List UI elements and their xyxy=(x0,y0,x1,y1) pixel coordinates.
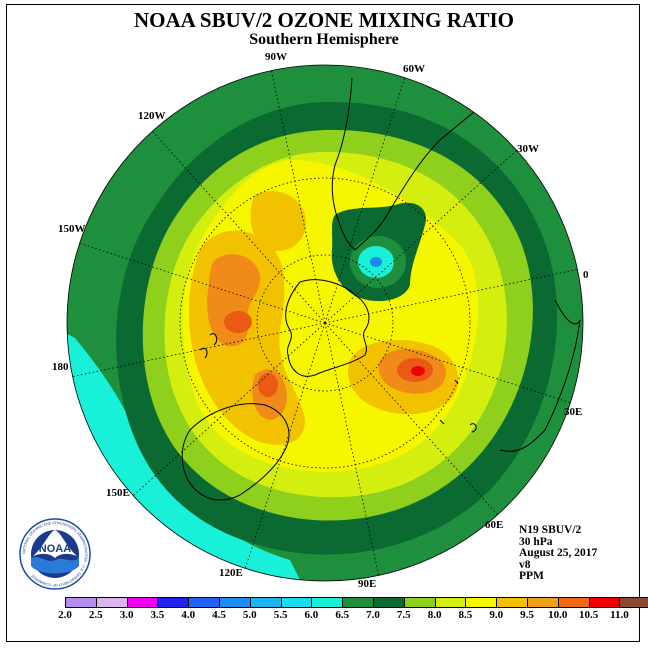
colorbar-swatch xyxy=(620,598,648,607)
colorbar-tick-label: 3.0 xyxy=(119,609,134,621)
colorbar-swatch xyxy=(527,598,559,607)
colorbar-swatch xyxy=(250,598,282,607)
colorbar-tick-label: 3.5 xyxy=(150,609,165,621)
info-satellite: N19 SBUV/2 xyxy=(519,524,582,536)
colorbar-tick-label: 2.5 xyxy=(88,609,103,621)
colorbar-tick-label: 10.5 xyxy=(578,609,599,621)
colorbar-tick-label: 11.0 xyxy=(610,609,629,621)
lon-label-60e: 60E xyxy=(485,519,503,531)
colorbar-swatch xyxy=(312,598,344,607)
lon-label-30e: 30E xyxy=(564,406,582,418)
colorbar-tick-label: 9.0 xyxy=(489,609,504,621)
colorbar-swatch xyxy=(96,598,128,607)
lon-label-120w: 120W xyxy=(138,110,166,122)
indian-ocean-islands xyxy=(439,379,477,433)
colorbar-tick-label: 8.0 xyxy=(427,609,442,621)
colorbar-swatch xyxy=(466,598,498,607)
colorbar-tick-label: 6.5 xyxy=(335,609,350,621)
meridian-line xyxy=(79,242,326,324)
page-title: NOAA SBUV/2 OZONE MIXING RATIO xyxy=(134,8,514,32)
lon-label-60w: 60W xyxy=(403,63,425,75)
lon-label-150e: 150E xyxy=(106,487,130,499)
colorbar-swatch xyxy=(435,598,467,607)
lon-label-0: 0 xyxy=(583,269,589,281)
lon-label-150w: 150W xyxy=(58,223,86,235)
lon-label-120e: 120E xyxy=(219,567,243,579)
new-zealand-coast xyxy=(199,333,218,359)
page-subtitle: Southern Hemisphere xyxy=(249,31,399,48)
plot-frame xyxy=(6,4,640,642)
colorbar-tick-label: 5.0 xyxy=(242,609,257,621)
colorbar-swatch xyxy=(158,598,190,607)
info-units: PPM xyxy=(519,570,544,582)
colorbar-tick-label: 10.0 xyxy=(548,609,568,621)
field-deep-orange-southwest xyxy=(258,373,278,397)
lon-label-90e: 90E xyxy=(358,578,376,590)
colorbar-swatch xyxy=(66,598,97,607)
colorbar-tick-label: 2.0 xyxy=(58,609,72,621)
colorbar-swatch xyxy=(127,598,159,607)
field-low-blue xyxy=(370,257,382,267)
colorbar-ticks: 2.0 2.5 3.0 3.5 4.0 4.5 5.0 5.5 6.0 6.5 7.0 7.5 8.0 8… xyxy=(50,609,630,623)
meridian-line xyxy=(133,322,326,496)
meridian-line xyxy=(271,70,326,324)
colorbar-swatch xyxy=(219,598,251,607)
latitude-circle-inner xyxy=(256,254,394,392)
meridians xyxy=(72,70,578,576)
lon-label-90w: 90W xyxy=(265,51,287,63)
antarctica-coast xyxy=(285,279,370,377)
info-block: N19 SBUV/2 30 hPa August 25, 2017 v8 PPM xyxy=(519,524,598,583)
colorbar-swatch xyxy=(343,598,374,607)
noaa-logo-text: NOAA xyxy=(39,543,71,555)
info-level: 30 hPa xyxy=(519,535,553,548)
meridian-line xyxy=(72,322,326,377)
colorbar-swatch xyxy=(189,598,220,607)
lon-label-180: 180 xyxy=(52,361,69,373)
colorbar-tick-label: 7.0 xyxy=(366,609,380,621)
colorbar-tick-label: 4.0 xyxy=(181,609,196,621)
meridian-line xyxy=(324,150,517,324)
field-deep-orange-west xyxy=(224,311,252,333)
colorbar-tick-label: 6.0 xyxy=(304,609,319,621)
colorbar xyxy=(65,597,648,608)
meridian-line xyxy=(244,322,326,569)
australia-coast xyxy=(181,403,290,501)
field-red-max xyxy=(411,366,425,376)
graticule xyxy=(72,70,578,576)
noaa-logo: NOAA NATIONAL OCEANIC AND ATMOSPHERIC AD… xyxy=(19,518,91,590)
map-disc-outline xyxy=(66,64,584,582)
colorbar-tick-label: 9.5 xyxy=(520,609,534,621)
meridian-line xyxy=(324,322,498,515)
lon-label-30w: 30W xyxy=(517,143,539,155)
colorbar-swatch xyxy=(558,598,590,607)
colorbar-swatch xyxy=(281,598,313,607)
meridian-line xyxy=(324,269,578,324)
meridian-line xyxy=(324,77,406,324)
colorbar-swatch xyxy=(589,598,621,607)
colorbar-tick-label: 5.5 xyxy=(273,609,288,621)
africa-coast xyxy=(499,299,581,452)
colorbar-swatch xyxy=(373,598,405,607)
info-date: August 25, 2017 xyxy=(519,547,598,559)
colorbar-swatch xyxy=(497,598,528,607)
info-version: v8 xyxy=(519,558,531,571)
meridian-line xyxy=(324,322,379,576)
colorbar-swatch xyxy=(404,598,436,607)
meridian-line xyxy=(152,131,326,324)
colorbar-tick-label: 8.5 xyxy=(458,609,473,621)
meridian-line xyxy=(324,322,571,404)
colorbar-tick-label: 4.5 xyxy=(212,609,226,621)
field-gold-north xyxy=(250,191,306,251)
latitude-circle-middle xyxy=(179,177,471,469)
colorbar-tick-label: 7.5 xyxy=(396,609,411,621)
